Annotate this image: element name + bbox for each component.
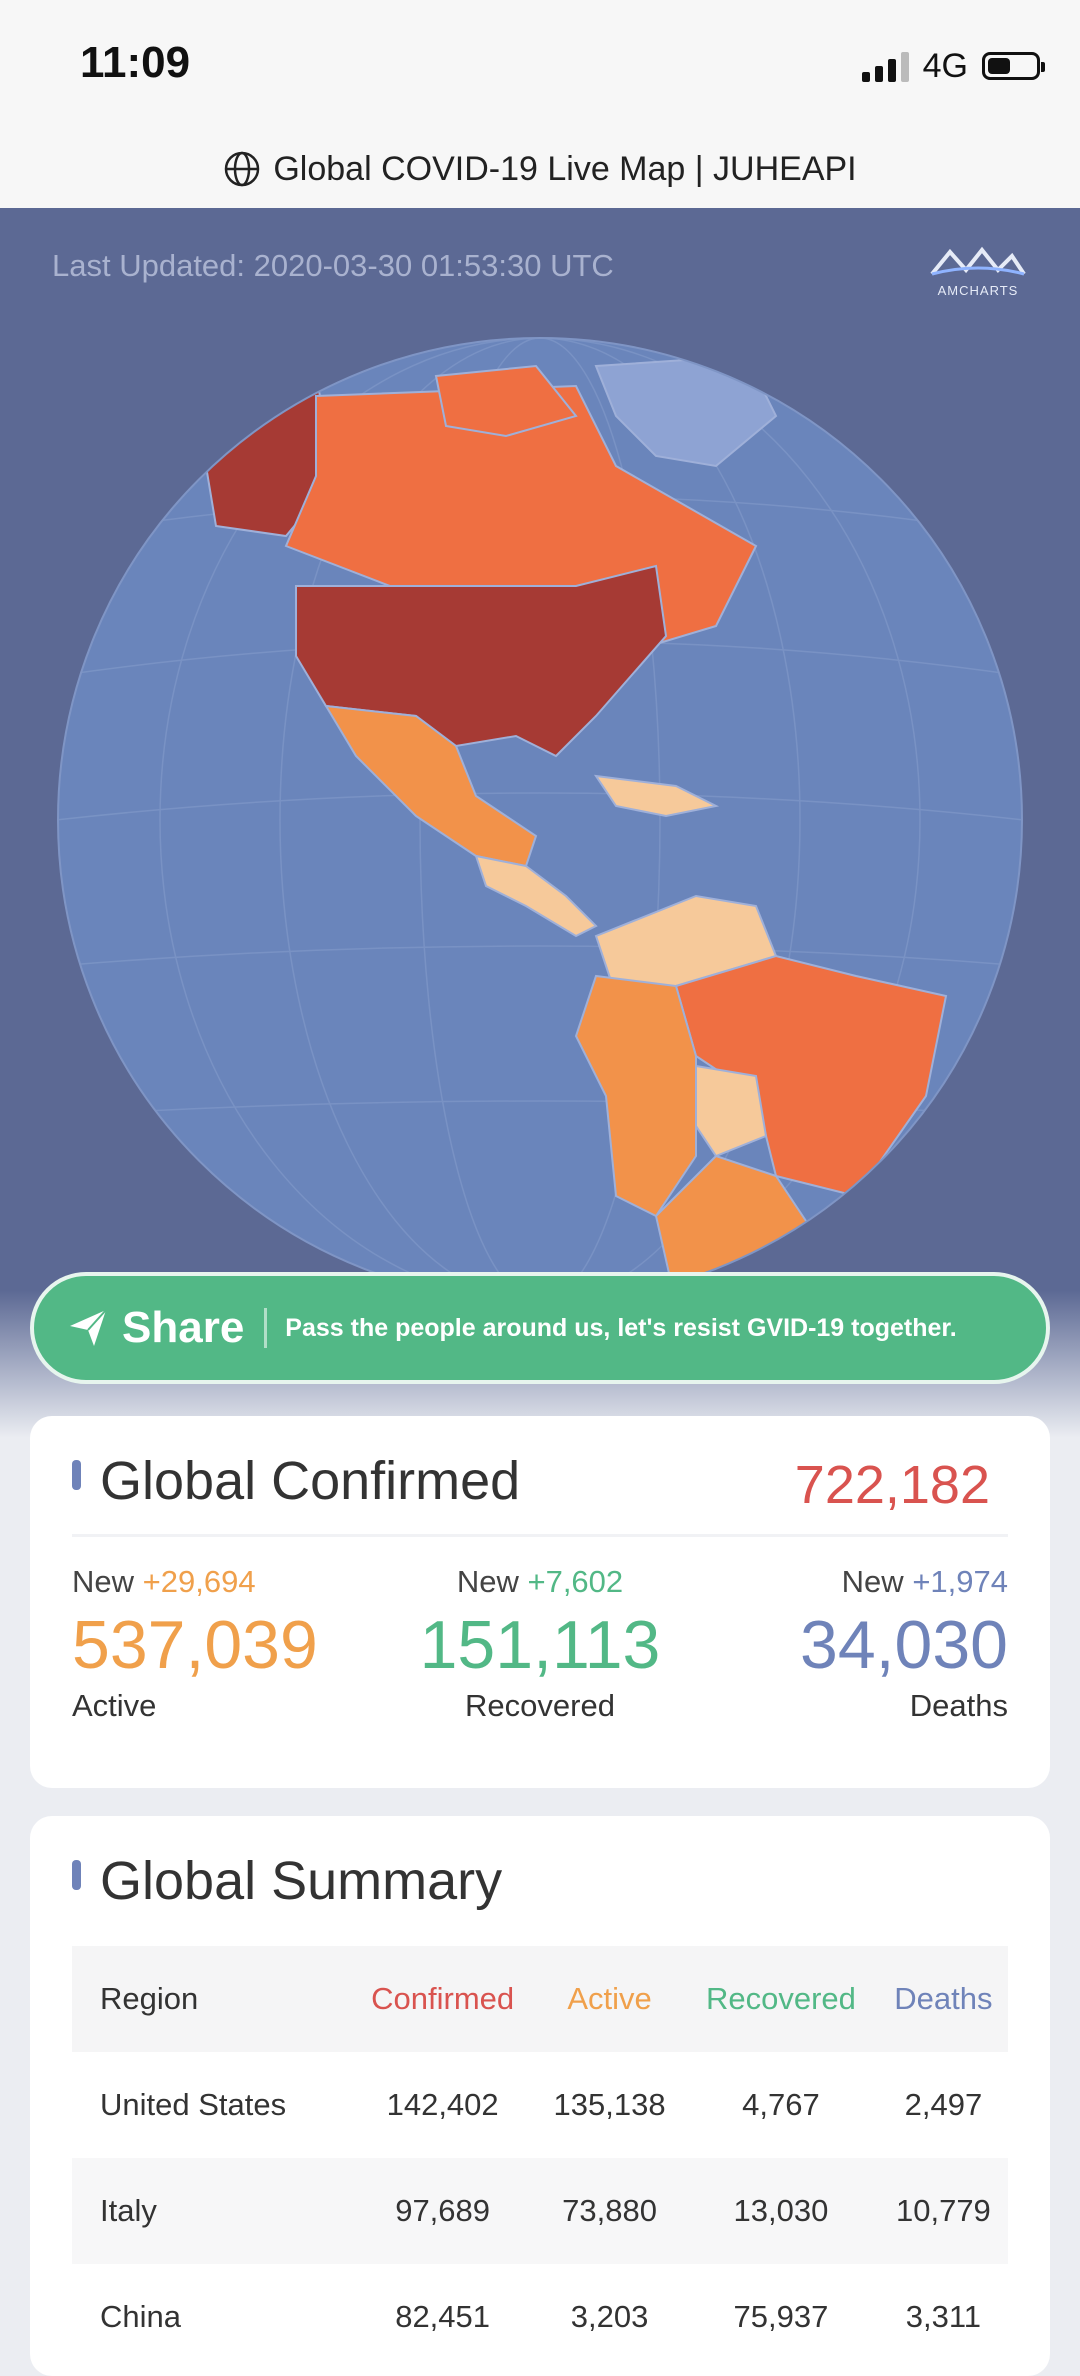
region-united-states — [295, 564, 668, 758]
new-label: New — [841, 1564, 904, 1599]
deaths-value: 34,030 — [800, 1607, 1008, 1683]
stat-deaths: New +1,974 34,030 Deaths — [800, 1564, 1008, 1724]
signal-icon — [861, 50, 909, 82]
region-central-america — [474, 854, 598, 938]
map-hero: Last Updated: 2020-03-30 01:53:30 UTC AM… — [0, 208, 1080, 1438]
status-time: 11:09 — [80, 38, 191, 87]
active-new-value: +29,694 — [142, 1564, 256, 1599]
last-updated-text: Last Updated: 2020-03-30 01:53:30 UTC — [52, 248, 614, 283]
region-arctic-islands — [434, 364, 578, 438]
cell-active: 73,880 — [536, 2158, 684, 2264]
browser-title-bar[interactable]: Global COVID-19 Live Map | JUHEAPI — [0, 130, 1080, 208]
header-deaths[interactable]: Deaths — [878, 1946, 1008, 2052]
cell-confirmed: 82,451 — [395, 2299, 491, 2334]
table-row[interactable]: China 82,451 3,203 75,937 3,311 — [72, 2264, 1008, 2370]
active-value: 537,039 — [72, 1607, 318, 1683]
card-title: Global Confirmed — [100, 1451, 521, 1511]
header-region[interactable]: Region — [72, 1946, 350, 2052]
header-active[interactable]: Active — [536, 1946, 684, 2052]
cell-deaths: 10,779 — [878, 2158, 1008, 2264]
region-caribbean — [593, 774, 720, 818]
amcharts-logo-icon — [930, 246, 1026, 276]
cell-confirmed: 97,689 — [349, 2158, 537, 2264]
card-title: Global Summary — [100, 1851, 503, 1911]
share-label: Share — [122, 1303, 245, 1352]
network-label: 4G — [922, 46, 968, 85]
recovered-value: 151,113 — [419, 1607, 661, 1683]
world-globe[interactable] — [56, 336, 1024, 1304]
confirmed-total: 722,182 — [794, 1455, 990, 1515]
amcharts-logo[interactable]: AMCHARTS — [928, 244, 1028, 298]
cell-region: China — [100, 2299, 181, 2334]
header-recovered[interactable]: Recovered — [683, 1946, 879, 2052]
table-row[interactable]: Italy 97,689 73,880 13,030 10,779 — [72, 2158, 1008, 2264]
region-mexico — [324, 704, 538, 868]
share-divider — [264, 1308, 268, 1348]
battery-icon — [982, 52, 1045, 80]
cell-deaths: 2,497 — [904, 2087, 983, 2122]
divider — [72, 1534, 1008, 1537]
cell-confirmed: 142,402 — [386, 2087, 499, 2122]
globe-icon — [225, 151, 260, 187]
cell-region: United States — [100, 2087, 287, 2122]
table-row[interactable]: United States 142,402 135,138 4,767 2,49… — [72, 2052, 1008, 2158]
status-bar: 11:09 4G — [0, 0, 1080, 130]
status-indicators: 4G — [861, 46, 1045, 86]
share-banner[interactable]: Share Pass the people around us, let's r… — [30, 1272, 1050, 1384]
global-confirmed-card: Global Confirmed 722,182 New +29,694 537… — [30, 1416, 1050, 1788]
cell-region: Italy — [72, 2158, 350, 2264]
cell-active: 135,138 — [553, 2087, 666, 2122]
cell-recovered: 13,030 — [683, 2158, 879, 2264]
logo-text: AMCHARTS — [937, 283, 1019, 298]
cell-active: 3,203 — [570, 2299, 649, 2334]
title-accent-bar — [72, 1460, 81, 1490]
table-header-row: Region Confirmed Active Recovered Deaths — [72, 1946, 1008, 2052]
stat-active: New +29,694 537,039 Active — [72, 1564, 318, 1724]
new-label: New — [72, 1564, 135, 1599]
cell-recovered: 4,767 — [742, 2087, 820, 2122]
region-bolivia — [695, 1064, 768, 1158]
cell-recovered: 75,937 — [733, 2299, 829, 2334]
page-title: Global COVID-19 Live Map | JUHEAPI — [273, 149, 857, 188]
new-label: New — [456, 1564, 519, 1599]
title-accent-bar — [72, 1860, 81, 1890]
stat-recovered: New +7,602 151,113 Recovered — [290, 1564, 790, 1724]
deaths-new-value: +1,974 — [912, 1564, 1008, 1599]
share-message: Pass the people around us, let's resist … — [285, 1313, 957, 1342]
recovered-label: Recovered — [465, 1688, 615, 1723]
header-confirmed[interactable]: Confirmed — [349, 1946, 537, 2052]
cell-deaths: 3,311 — [905, 2299, 982, 2334]
deaths-label: Deaths — [909, 1688, 1008, 1723]
global-summary-card: Global Summary Region Confirmed Active R… — [30, 1816, 1050, 2376]
recovered-new-value: +7,602 — [527, 1564, 624, 1599]
active-label: Active — [72, 1688, 157, 1723]
summary-table: Region Confirmed Active Recovered Deaths… — [72, 1946, 1008, 2370]
paper-plane-icon — [70, 1309, 107, 1346]
